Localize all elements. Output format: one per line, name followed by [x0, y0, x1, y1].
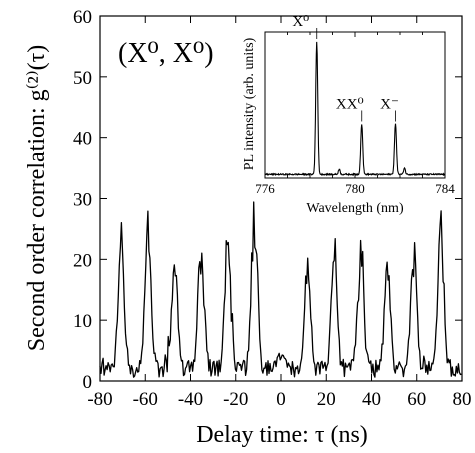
- inset-peak-label: X⁰: [292, 14, 309, 30]
- inset-plot-frame: [264, 31, 446, 179]
- g2-correlation-trace: [99, 201, 462, 378]
- x-axis-title: Delay time: τ (ns): [196, 422, 368, 448]
- x-tick-label: 0: [276, 389, 286, 410]
- inset-tick-labels: 776 780 784: [255, 181, 455, 196]
- x-tick-label: 20: [317, 389, 336, 410]
- y-tick-label: 50: [73, 68, 92, 89]
- inset-ticks: [264, 32, 446, 178]
- y-tick-label: 0: [83, 372, 93, 393]
- y-tick-label: 20: [73, 250, 92, 271]
- inset-peak-label: X⁻: [380, 96, 399, 112]
- inset-y-axis-title: PL intensity (arb. units): [242, 37, 257, 170]
- main-chart: -80 -60 -40 -20 0 20 40 60 80 0 10 20 30 40 50 60 (X⁰, …: [24, 7, 472, 448]
- y-tick-label: 60: [73, 7, 92, 28]
- x-tick-label: -20: [223, 389, 248, 410]
- inset-x-axis-title: Wavelength (nm): [306, 201, 404, 216]
- inset-x-tick-label: 776: [255, 181, 275, 196]
- inset-peak-labels: X⁰ XX⁰ X⁻: [292, 14, 399, 122]
- annotation-x0-x0: (X⁰, X⁰): [118, 38, 214, 69]
- inset-x-tick-label: 784: [435, 181, 455, 196]
- y-tick-label: 30: [73, 190, 92, 211]
- inset-x-tick-label: 780: [345, 181, 365, 196]
- inset-peak-label: XX⁰: [336, 96, 364, 112]
- x-tick-label: -40: [178, 389, 203, 410]
- pl-spectrum-trace: [264, 41, 446, 177]
- x-tick-label: 40: [362, 389, 381, 410]
- inset-chart: 776 780 784 X⁰ XX⁰ X⁻ Wavelength (nm) PL int…: [242, 14, 455, 216]
- y-tick-label: 40: [73, 129, 92, 150]
- x-tick-label: 80: [453, 389, 472, 410]
- main-tick-labels: -80 -60 -40 -20 0 20 40 60 80 0 10 20 30 40 50 60: [73, 7, 472, 410]
- x-tick-label: -80: [87, 389, 112, 410]
- x-tick-label: 60: [407, 389, 426, 410]
- x-tick-label: -60: [133, 389, 158, 410]
- y-tick-label: 10: [73, 311, 92, 332]
- y-axis-title: Second order correlation: g⁽²⁾(τ): [24, 45, 50, 352]
- main-ticks: [99, 15, 463, 382]
